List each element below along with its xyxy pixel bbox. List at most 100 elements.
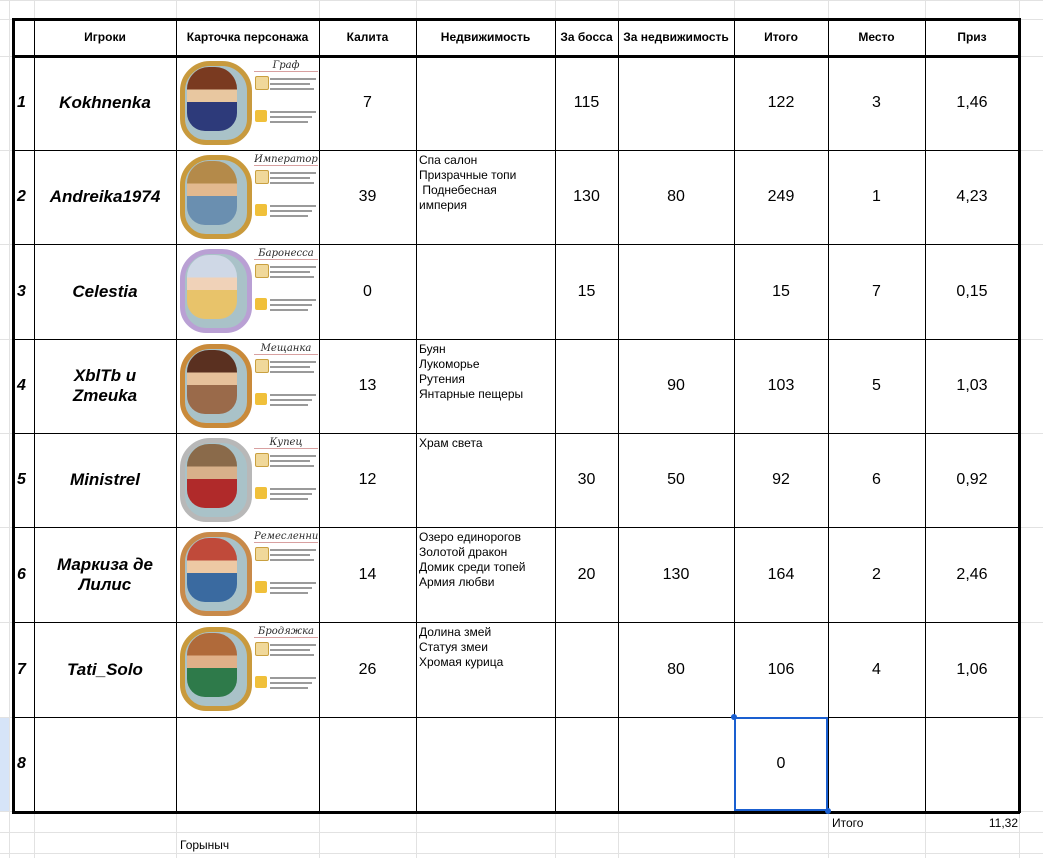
total-value: 164 (767, 565, 795, 583)
place-value: 4 (872, 660, 881, 678)
prize-value: 4,23 (956, 188, 988, 205)
card-title: Граф (254, 60, 318, 72)
footer-total-label: Итого (832, 816, 864, 830)
header-property: Недвижимость (440, 30, 531, 44)
for-property-value: 80 (667, 188, 685, 205)
player-name: XblTb и Zmeuka (72, 366, 138, 405)
for-property-value: 80 (667, 660, 685, 678)
kalita-value: 14 (358, 565, 377, 583)
cell-selection[interactable] (734, 717, 828, 811)
character-card: Бродяжка (178, 624, 318, 714)
header-total: Итого (764, 30, 798, 44)
property-item: Спа салон (419, 153, 478, 167)
row-number[interactable]: 5 (17, 471, 26, 488)
for-property-value (618, 244, 734, 339)
header-boss: За босса (560, 30, 613, 44)
boss-value: 130 (573, 188, 600, 205)
row-number[interactable]: 3 (17, 282, 26, 300)
property-item: Поднебесная (419, 183, 497, 197)
character-portrait (187, 444, 237, 508)
row-number[interactable]: 2 (17, 188, 26, 205)
for-property-value: 90 (667, 377, 685, 394)
boss-value: 30 (577, 471, 596, 488)
coin-bag-icon (255, 453, 269, 467)
dice-icon (255, 110, 267, 122)
total-value: 92 (772, 471, 790, 488)
character-card: Баронесса (178, 246, 318, 336)
dice-icon (255, 393, 267, 405)
selection-handle-top[interactable] (731, 714, 737, 720)
boss-value (555, 339, 618, 433)
character-portrait (187, 633, 237, 697)
coin-bag-icon (255, 76, 269, 90)
property-item: Призрачные топи (419, 168, 517, 182)
place-value: 6 (872, 471, 881, 488)
total-value: 122 (767, 94, 795, 111)
prize-value: 2,46 (956, 565, 988, 583)
footer-note: Горыныч (180, 838, 230, 852)
row-number[interactable]: 4 (17, 377, 26, 394)
player-name: Kokhnenka (59, 93, 151, 112)
row-number[interactable]: 8 (17, 755, 26, 772)
row-8-selector[interactable] (0, 717, 9, 811)
prize-value: 1,03 (956, 377, 988, 394)
character-portrait (187, 255, 237, 319)
dice-icon (255, 204, 267, 216)
boss-value (555, 622, 618, 717)
row-number[interactable]: 1 (17, 94, 26, 111)
coin-bag-icon (255, 170, 269, 184)
card-title: Император (254, 154, 318, 166)
prize-value: 1,46 (956, 94, 988, 111)
kalita-value: 0 (363, 282, 372, 300)
character-portrait (187, 538, 237, 602)
total-value: 15 (772, 282, 790, 300)
property-list: Долина змей Статуя змеи Хромая курица (419, 625, 553, 670)
character-portrait (187, 350, 237, 414)
header-card: Карточка персонажа (186, 30, 309, 44)
property-item: Буян (419, 342, 446, 356)
total-value: 103 (767, 377, 795, 394)
property-item: Озеро единорогов (419, 530, 521, 544)
coin-bag-icon (255, 359, 269, 373)
total-value: 106 (767, 660, 795, 678)
dice-icon (255, 298, 267, 310)
player-name: Ministrel (70, 470, 140, 489)
property-item: Долина змей (419, 625, 492, 639)
place-value: 7 (872, 282, 881, 300)
for-property-value: 50 (667, 471, 685, 488)
property-item: Храм света (419, 436, 483, 450)
card-title: Мещанка (254, 343, 318, 355)
for-property-value (618, 717, 734, 811)
header-players: Игроки (84, 30, 126, 44)
player-name: Andreika1974 (49, 187, 161, 206)
coin-bag-icon (255, 547, 269, 561)
kalita-value: 7 (363, 94, 372, 111)
kalita-value: 39 (358, 188, 377, 205)
header-prize: Приз (957, 30, 987, 44)
place-value: 1 (872, 188, 881, 205)
selection-fill-handle[interactable] (825, 808, 831, 814)
player-name: Celestia (72, 281, 138, 301)
row-number[interactable]: 7 (17, 660, 26, 678)
card-title: Баронесса (254, 248, 318, 260)
character-portrait (187, 161, 237, 225)
prize-value: 1,06 (956, 660, 988, 678)
property-item: Статуя змеи (419, 640, 488, 654)
property-item: Армия любви (419, 575, 495, 589)
character-portrait (187, 67, 237, 131)
property-list: Буян Лукоморье Рутения Янтарные пещеры (419, 342, 553, 402)
place-value (828, 717, 925, 811)
property-list: Храм света (419, 436, 553, 451)
character-card: Граф (178, 58, 318, 148)
prize-value: 0,15 (956, 282, 988, 300)
property-item: Хромая курица (419, 655, 504, 669)
prize-value (925, 717, 1019, 811)
dice-icon (255, 676, 267, 688)
card-title: Бродяжка (254, 626, 318, 638)
player-name: Маркиза де Лилис (56, 554, 154, 594)
row-number[interactable]: 6 (17, 565, 26, 583)
coin-bag-icon (255, 264, 269, 278)
coin-bag-icon (255, 642, 269, 656)
boss-value (555, 717, 618, 811)
